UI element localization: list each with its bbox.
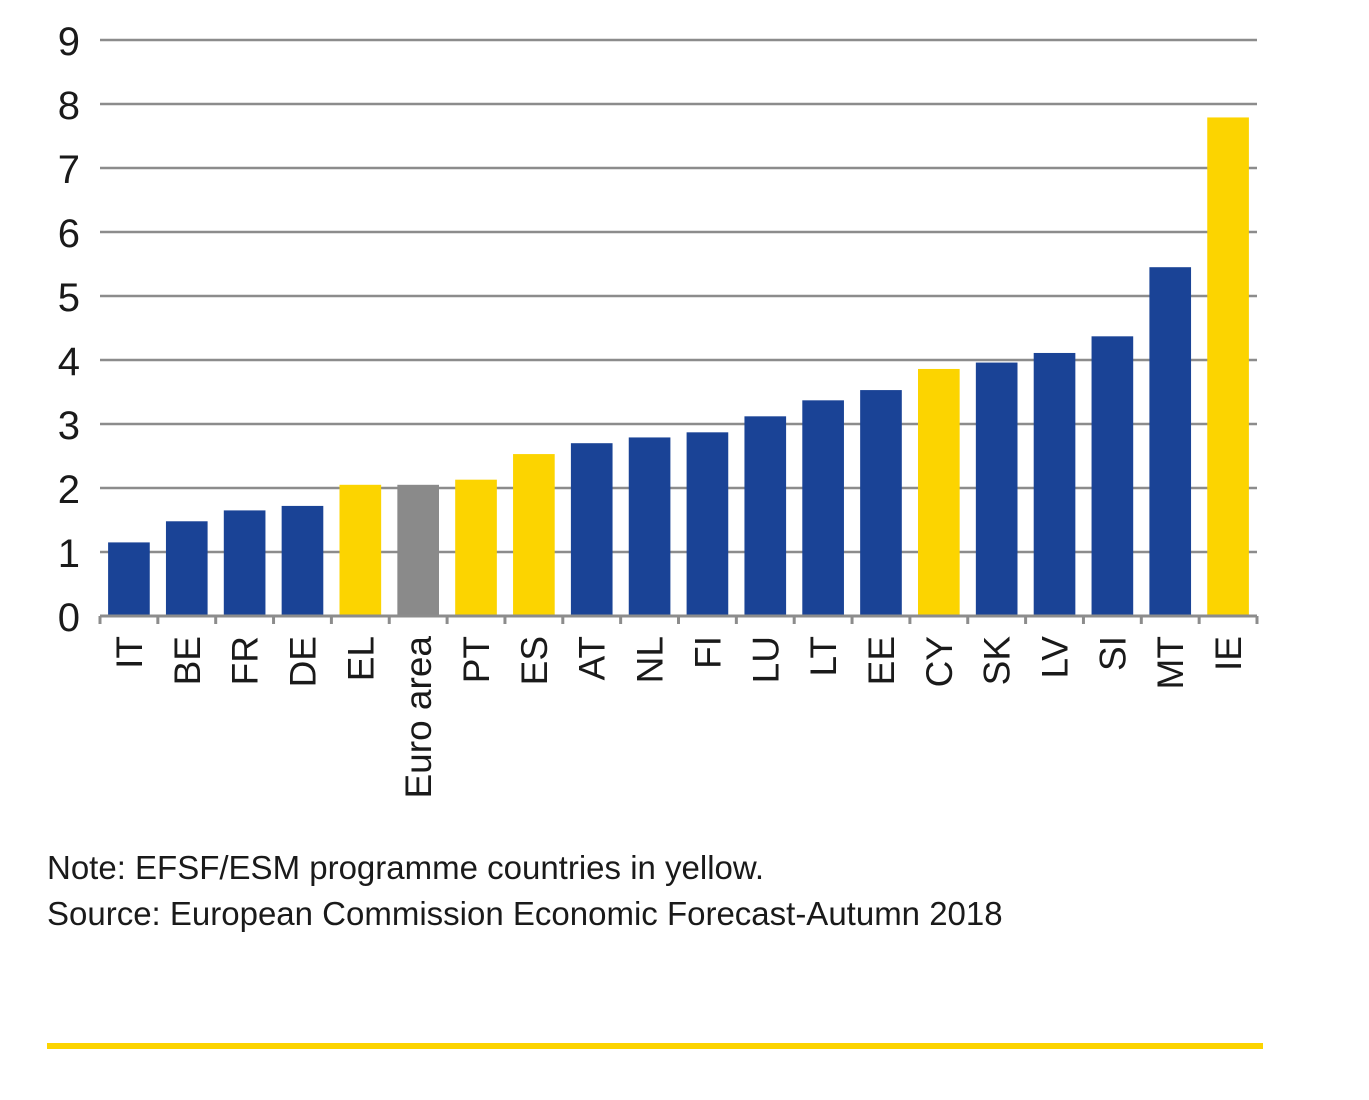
x-tick-label: IT <box>109 636 150 669</box>
x-tick-label: LT <box>803 636 844 676</box>
bar <box>917 368 960 616</box>
bottom-divider <box>47 1043 1263 1049</box>
bar <box>686 432 729 616</box>
bar <box>165 521 208 616</box>
x-tick-label: EL <box>340 636 381 681</box>
x-tick-label: Euro area <box>398 636 439 799</box>
bar <box>1207 117 1249 616</box>
bar <box>860 390 902 616</box>
chart-notes: Note: EFSF/ESM programme countries in ye… <box>47 845 1003 937</box>
x-tick-label: IE <box>1208 636 1249 671</box>
bars <box>108 117 1249 616</box>
bar <box>108 542 150 616</box>
x-tick-label: EE <box>861 636 902 685</box>
x-tick-label: ES <box>514 636 555 685</box>
x-tick-label: PT <box>456 636 497 683</box>
bar <box>455 479 497 616</box>
bar <box>1091 336 1134 616</box>
x-tick-label: SI <box>1092 636 1133 671</box>
bar-chart: 0 1 2 3 4 5 6 7 8 9 IT BE FR DE EL Euro area PT ES AT NL FI… <box>58 20 1259 799</box>
bar <box>744 416 787 616</box>
x-tick-label: LU <box>745 636 786 683</box>
x-axis <box>98 614 1259 624</box>
x-tick-label: AT <box>572 636 613 681</box>
y-tick-label: 8 <box>58 84 80 128</box>
bar <box>397 484 440 616</box>
x-tick-label: FR <box>225 636 266 685</box>
bar <box>223 510 266 616</box>
y-tick-label: 7 <box>58 148 80 192</box>
y-tick-label: 4 <box>58 340 80 384</box>
y-axis-ticks: 0 1 2 3 4 5 6 7 8 9 <box>58 20 80 640</box>
x-tick-label: LV <box>1035 636 1076 679</box>
x-tick-label: SK <box>977 636 1018 686</box>
bar <box>975 362 1018 616</box>
bar <box>1149 267 1192 616</box>
x-tick-label: NL <box>630 636 671 683</box>
bar <box>628 437 671 616</box>
note-text: Note: EFSF/ESM programme countries in ye… <box>47 849 765 886</box>
bar <box>513 454 555 616</box>
bar <box>281 505 324 616</box>
x-tick-label: FI <box>687 636 728 669</box>
y-tick-label: 6 <box>58 212 80 256</box>
bar <box>570 443 613 616</box>
y-tick-label: 3 <box>58 404 80 448</box>
x-tick-label: DE <box>282 636 323 687</box>
y-tick-label: 2 <box>58 468 80 512</box>
bar <box>339 484 382 616</box>
y-tick-label: 1 <box>58 532 80 576</box>
y-tick-label: 5 <box>58 276 80 320</box>
y-tick-label: 9 <box>58 20 80 64</box>
y-tick-label: 0 <box>58 596 80 640</box>
source-text: Source: European Commission Economic For… <box>47 895 1003 932</box>
x-tick-label: CY <box>919 636 960 687</box>
x-tick-label: BE <box>167 636 208 685</box>
bar <box>802 400 844 616</box>
x-tick-label: MT <box>1150 636 1191 689</box>
x-axis-labels: IT BE FR DE EL Euro area PT ES AT NL FI LU LT EE CY SK L… <box>109 636 1249 799</box>
gridlines <box>100 38 1257 554</box>
bar <box>1033 352 1076 616</box>
